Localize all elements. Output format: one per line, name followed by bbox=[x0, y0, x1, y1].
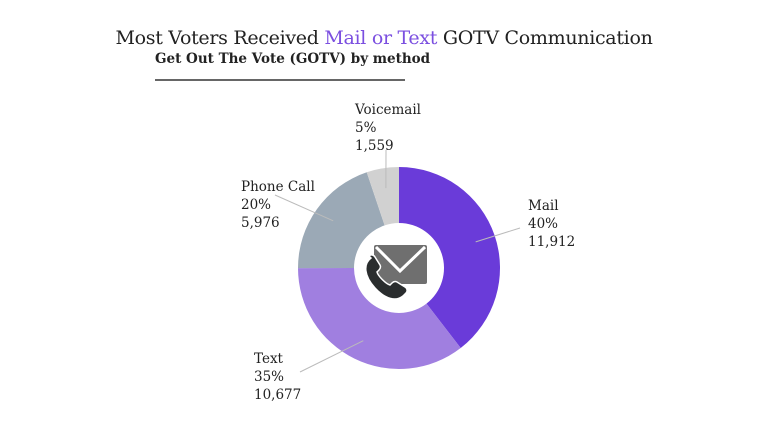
slice-text bbox=[298, 268, 461, 370]
chart-subtitle: Get Out The Vote (GOTV) by method bbox=[155, 51, 431, 67]
leader-line-mail bbox=[475, 227, 521, 243]
label-text: Text 35% 10,677 bbox=[254, 351, 302, 403]
leader-line-phone-call bbox=[274, 194, 334, 222]
leader-line-text bbox=[299, 340, 364, 373]
phone-and-envelope-icon bbox=[365, 245, 427, 300]
slice-mail bbox=[399, 167, 501, 348]
label-phone-call: Phone Call 20% 5,976 bbox=[241, 179, 315, 231]
slice-phone-call bbox=[298, 172, 385, 269]
slice-voicemail bbox=[366, 167, 399, 226]
chart-title: Most Voters Received Mail or Text GOTV C… bbox=[115, 27, 653, 49]
subtitle-divider bbox=[155, 79, 405, 81]
label-voicemail: Voicemail 5% 1,559 bbox=[355, 102, 421, 154]
label-mail: Mail 40% 11,912 bbox=[528, 198, 576, 250]
